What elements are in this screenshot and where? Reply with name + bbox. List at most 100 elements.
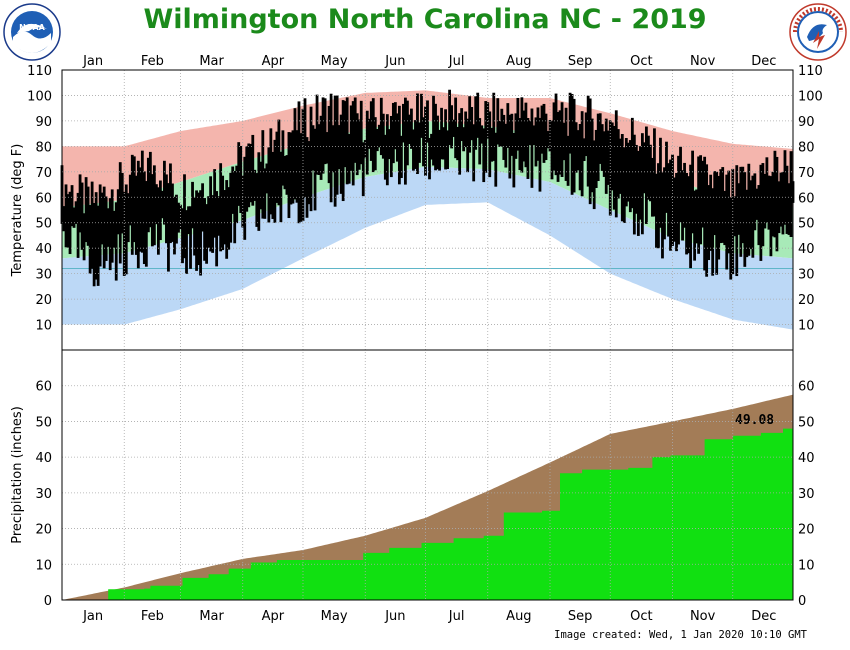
- daily-range-bar: [518, 118, 522, 171]
- temp-tick-label-right: 100: [798, 89, 823, 104]
- daily-range-bar: [112, 210, 116, 248]
- daily-range-bar: [311, 125, 315, 171]
- daily-range-bar: [375, 128, 379, 152]
- daily-range-bar: [711, 188, 715, 276]
- daily-range-bar: [406, 100, 409, 166]
- temp-tick-label-right: 60: [798, 191, 815, 206]
- daily-range-bar: [217, 196, 221, 236]
- daily-range-bar: [132, 156, 136, 243]
- daily-range-bar: [679, 146, 682, 223]
- daily-range-bar: [80, 182, 84, 250]
- daily-range-bar: [66, 194, 70, 248]
- temperature-panel: [60, 89, 795, 330]
- precip-tick-label-right: 30: [798, 487, 815, 502]
- daily-range-bar: [120, 172, 124, 234]
- daily-range-bar: [195, 190, 198, 271]
- daily-range-bar: [150, 174, 154, 247]
- daily-range-bar: [468, 96, 472, 153]
- daily-range-bar: [377, 124, 381, 148]
- daily-range-bar: [389, 115, 393, 178]
- daily-range-bar: [267, 147, 271, 223]
- daily-range-bar: [655, 173, 658, 248]
- daily-range-bar: [771, 171, 775, 237]
- daily-range-bar: [602, 131, 606, 177]
- temp-tick-label-left: 40: [35, 242, 52, 257]
- daily-range-bar: [709, 174, 713, 251]
- daily-range-bar: [496, 98, 500, 145]
- daily-range-bar: [584, 112, 588, 157]
- precip-panel-frame: [61, 349, 794, 601]
- daily-range-bar: [416, 93, 419, 175]
- daily-range-bar: [347, 134, 351, 184]
- daily-range-bar: [753, 173, 757, 231]
- daily-range-bar: [616, 129, 620, 199]
- daily-range-bar: [404, 97, 407, 185]
- daily-range-bar: [550, 120, 554, 180]
- daily-range-bar: [281, 130, 285, 186]
- daily-range-bar: [183, 174, 186, 259]
- daily-range-bar: [144, 181, 148, 267]
- daily-range-bar: [253, 169, 257, 201]
- daily-range-bar: [546, 131, 550, 149]
- daily-range-bar: [161, 190, 164, 219]
- daily-range-bar: [62, 206, 66, 232]
- daily-range-bar: [426, 100, 429, 143]
- daily-range-bar: [369, 101, 373, 161]
- daily-range-bar: [399, 135, 403, 178]
- daily-range-bar: [171, 183, 174, 242]
- precip-tick-label-right: 40: [798, 451, 815, 466]
- daily-range-bar: [257, 152, 261, 231]
- daily-range-bar: [395, 113, 399, 162]
- daily-range-bar: [355, 113, 359, 176]
- temp-tick-label-right: 30: [798, 268, 815, 283]
- daily-range-bar: [685, 172, 688, 255]
- precip-total-label: 49.08: [735, 413, 774, 428]
- daily-range-bar: [681, 170, 684, 241]
- daily-range-bar: [181, 208, 184, 264]
- precip-tick-label-right: 60: [798, 380, 815, 395]
- temp-tick-label-left: 80: [35, 140, 52, 155]
- daily-range-bar: [337, 125, 341, 170]
- daily-range-bar: [397, 105, 401, 185]
- daily-range-bar: [717, 175, 721, 260]
- daily-range-bar: [594, 129, 598, 188]
- daily-range-bar: [765, 157, 769, 223]
- daily-range-bar: [727, 170, 731, 254]
- daily-range-bar: [159, 180, 162, 241]
- daily-range-bar: [480, 125, 484, 144]
- daily-range-bar: [494, 132, 498, 187]
- daily-range-bar: [586, 95, 590, 187]
- daily-range-bar: [520, 97, 524, 173]
- daily-range-bar: [285, 155, 289, 195]
- daily-range-bar: [558, 110, 562, 175]
- month-label-top: Jul: [448, 54, 465, 69]
- daily-range-bar: [759, 164, 763, 261]
- daily-range-bar: [733, 196, 737, 237]
- daily-range-bar: [500, 108, 504, 147]
- daily-range-bar: [104, 196, 108, 261]
- daily-range-bar: [622, 147, 626, 223]
- temp-tick-label-right: 10: [798, 319, 815, 334]
- daily-range-bar: [512, 132, 516, 188]
- daily-range-bar: [528, 120, 532, 146]
- daily-range-bar: [578, 123, 582, 191]
- daily-range-bar: [90, 181, 94, 269]
- daily-range-bar: [68, 191, 72, 255]
- daily-range-bar: [215, 191, 219, 267]
- daily-range-bar: [705, 164, 709, 277]
- daily-range-bar: [785, 165, 789, 234]
- daily-range-bar: [638, 146, 642, 220]
- precip-tick-label-left: 0: [44, 594, 52, 609]
- daily-range-bar: [636, 150, 640, 236]
- daily-range-bar: [789, 151, 793, 237]
- daily-range-bar: [247, 143, 251, 208]
- month-label-bottom: Jan: [82, 609, 103, 624]
- daily-range-bar: [769, 176, 773, 257]
- daily-range-bar: [699, 155, 703, 245]
- temp-tick-label-right: 110: [798, 64, 823, 79]
- daily-range-bar: [767, 175, 771, 230]
- daily-range-bar: [721, 167, 725, 243]
- daily-range-bar: [434, 103, 437, 171]
- daily-range-bar: [343, 101, 347, 168]
- daily-range-bar: [86, 186, 90, 246]
